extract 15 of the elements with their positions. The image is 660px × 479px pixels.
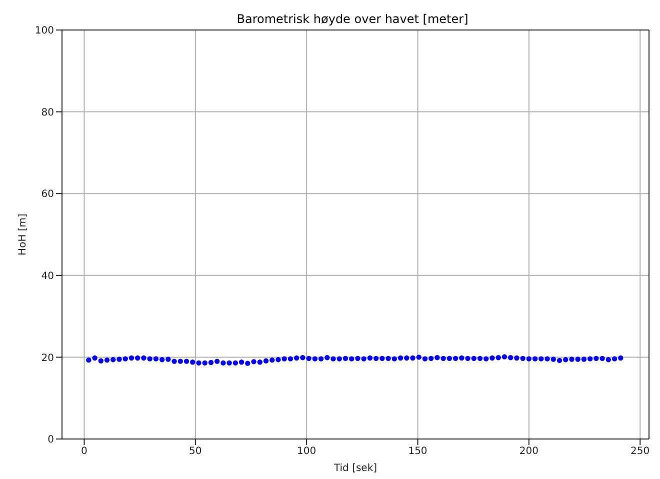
y-tick-label: 0 xyxy=(48,434,54,446)
y-tick-label: 20 xyxy=(41,352,54,364)
y-tick-label: 40 xyxy=(41,270,54,282)
y-tick-label: 100 xyxy=(34,26,54,37)
x-tick-label: 200 xyxy=(519,446,538,458)
chart-title: Barometrisk høyde over havet [meter] xyxy=(236,12,470,26)
x-tick-label: 50 xyxy=(189,446,202,458)
x-tick-label: 250 xyxy=(630,446,650,458)
y-tick-label: 60 xyxy=(41,189,54,200)
y-tick-label: 80 xyxy=(41,107,54,118)
x-axis-title: Tid [sek] xyxy=(332,463,378,474)
y-axis-title: HoH [m] xyxy=(18,213,29,256)
x-tick-label: 0 xyxy=(81,446,88,458)
x-tick-label: 100 xyxy=(297,446,316,458)
x-tick-label: 150 xyxy=(408,446,428,458)
